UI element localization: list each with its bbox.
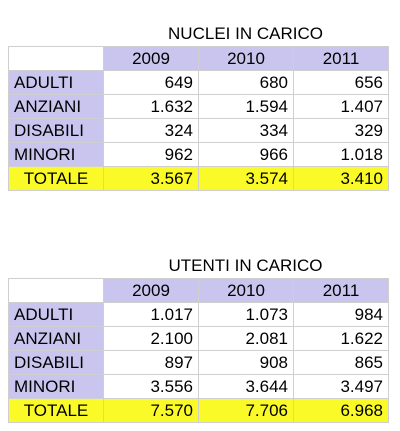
nuclei-table-block: NUCLEI IN CARICO 2009 2010 2011 ADULTI 6… xyxy=(8,22,389,191)
value-cell: 2.100 xyxy=(103,326,199,351)
row-label: ANZIANI xyxy=(8,326,104,351)
year-header: 2009 xyxy=(103,278,199,303)
year-header: 2011 xyxy=(293,278,389,303)
year-header: 2010 xyxy=(198,46,294,71)
value-cell: 865 xyxy=(293,350,389,375)
utenti-table: 2009 2010 2011 ADULTI 1.017 1.073 984 AN… xyxy=(8,278,389,423)
value-cell: 649 xyxy=(103,70,199,95)
table-row: DISABILI 897 908 865 xyxy=(8,350,389,375)
value-cell: 966 xyxy=(198,142,294,167)
row-label: MINORI xyxy=(8,374,104,399)
row-label: ADULTI xyxy=(8,70,104,95)
value-cell: 908 xyxy=(198,350,294,375)
total-value-cell: 7.570 xyxy=(103,398,199,423)
value-cell: 962 xyxy=(103,142,199,167)
value-cell: 1.018 xyxy=(293,142,389,167)
table-row: MINORI 3.556 3.644 3.497 xyxy=(8,374,389,399)
total-label: TOTALE xyxy=(8,166,104,191)
value-cell: 3.556 xyxy=(103,374,199,399)
total-row: TOTALE 3.567 3.574 3.410 xyxy=(8,166,389,191)
value-cell: 656 xyxy=(293,70,389,95)
row-label: DISABILI xyxy=(8,350,104,375)
total-label: TOTALE xyxy=(8,398,104,423)
table-row: MINORI 962 966 1.018 xyxy=(8,142,389,167)
nuclei-table: 2009 2010 2011 ADULTI 649 680 656 ANZIAN… xyxy=(8,46,389,191)
header-row: 2009 2010 2011 xyxy=(8,278,389,303)
row-label: DISABILI xyxy=(8,118,104,143)
table-title: UTENTI IN CARICO xyxy=(168,256,323,275)
table-row: ANZIANI 1.632 1.594 1.407 xyxy=(8,94,389,119)
total-value-cell: 6.968 xyxy=(293,398,389,423)
header-row: 2009 2010 2011 xyxy=(8,46,389,71)
total-value-cell: 3.567 xyxy=(103,166,199,191)
value-cell: 1.632 xyxy=(103,94,199,119)
year-header: 2009 xyxy=(103,46,199,71)
table-title: NUCLEI IN CARICO xyxy=(168,24,323,43)
year-header: 2010 xyxy=(198,278,294,303)
total-value-cell: 3.574 xyxy=(198,166,294,191)
row-label: ANZIANI xyxy=(8,94,104,119)
total-row: TOTALE 7.570 7.706 6.968 xyxy=(8,398,389,423)
row-label: MINORI xyxy=(8,142,104,167)
value-cell: 680 xyxy=(198,70,294,95)
value-cell: 1.594 xyxy=(198,94,294,119)
utenti-table-block: UTENTI IN CARICO 2009 2010 2011 ADULTI 1… xyxy=(8,254,389,423)
value-cell: 897 xyxy=(103,350,199,375)
table-row: ANZIANI 2.100 2.081 1.622 xyxy=(8,326,389,351)
value-cell: 1.017 xyxy=(103,302,199,327)
value-cell: 324 xyxy=(103,118,199,143)
value-cell: 984 xyxy=(293,302,389,327)
total-value-cell: 7.706 xyxy=(198,398,294,423)
total-value-cell: 3.410 xyxy=(293,166,389,191)
row-label: ADULTI xyxy=(8,302,104,327)
table-row: ADULTI 649 680 656 xyxy=(8,70,389,95)
value-cell: 1.407 xyxy=(293,94,389,119)
corner-cell xyxy=(8,278,104,303)
value-cell: 3.497 xyxy=(293,374,389,399)
value-cell: 3.644 xyxy=(198,374,294,399)
value-cell: 334 xyxy=(198,118,294,143)
value-cell: 329 xyxy=(293,118,389,143)
value-cell: 2.081 xyxy=(198,326,294,351)
corner-cell xyxy=(8,46,104,71)
value-cell: 1.622 xyxy=(293,326,389,351)
table-row: DISABILI 324 334 329 xyxy=(8,118,389,143)
table-row: ADULTI 1.017 1.073 984 xyxy=(8,302,389,327)
year-header: 2011 xyxy=(293,46,389,71)
value-cell: 1.073 xyxy=(198,302,294,327)
